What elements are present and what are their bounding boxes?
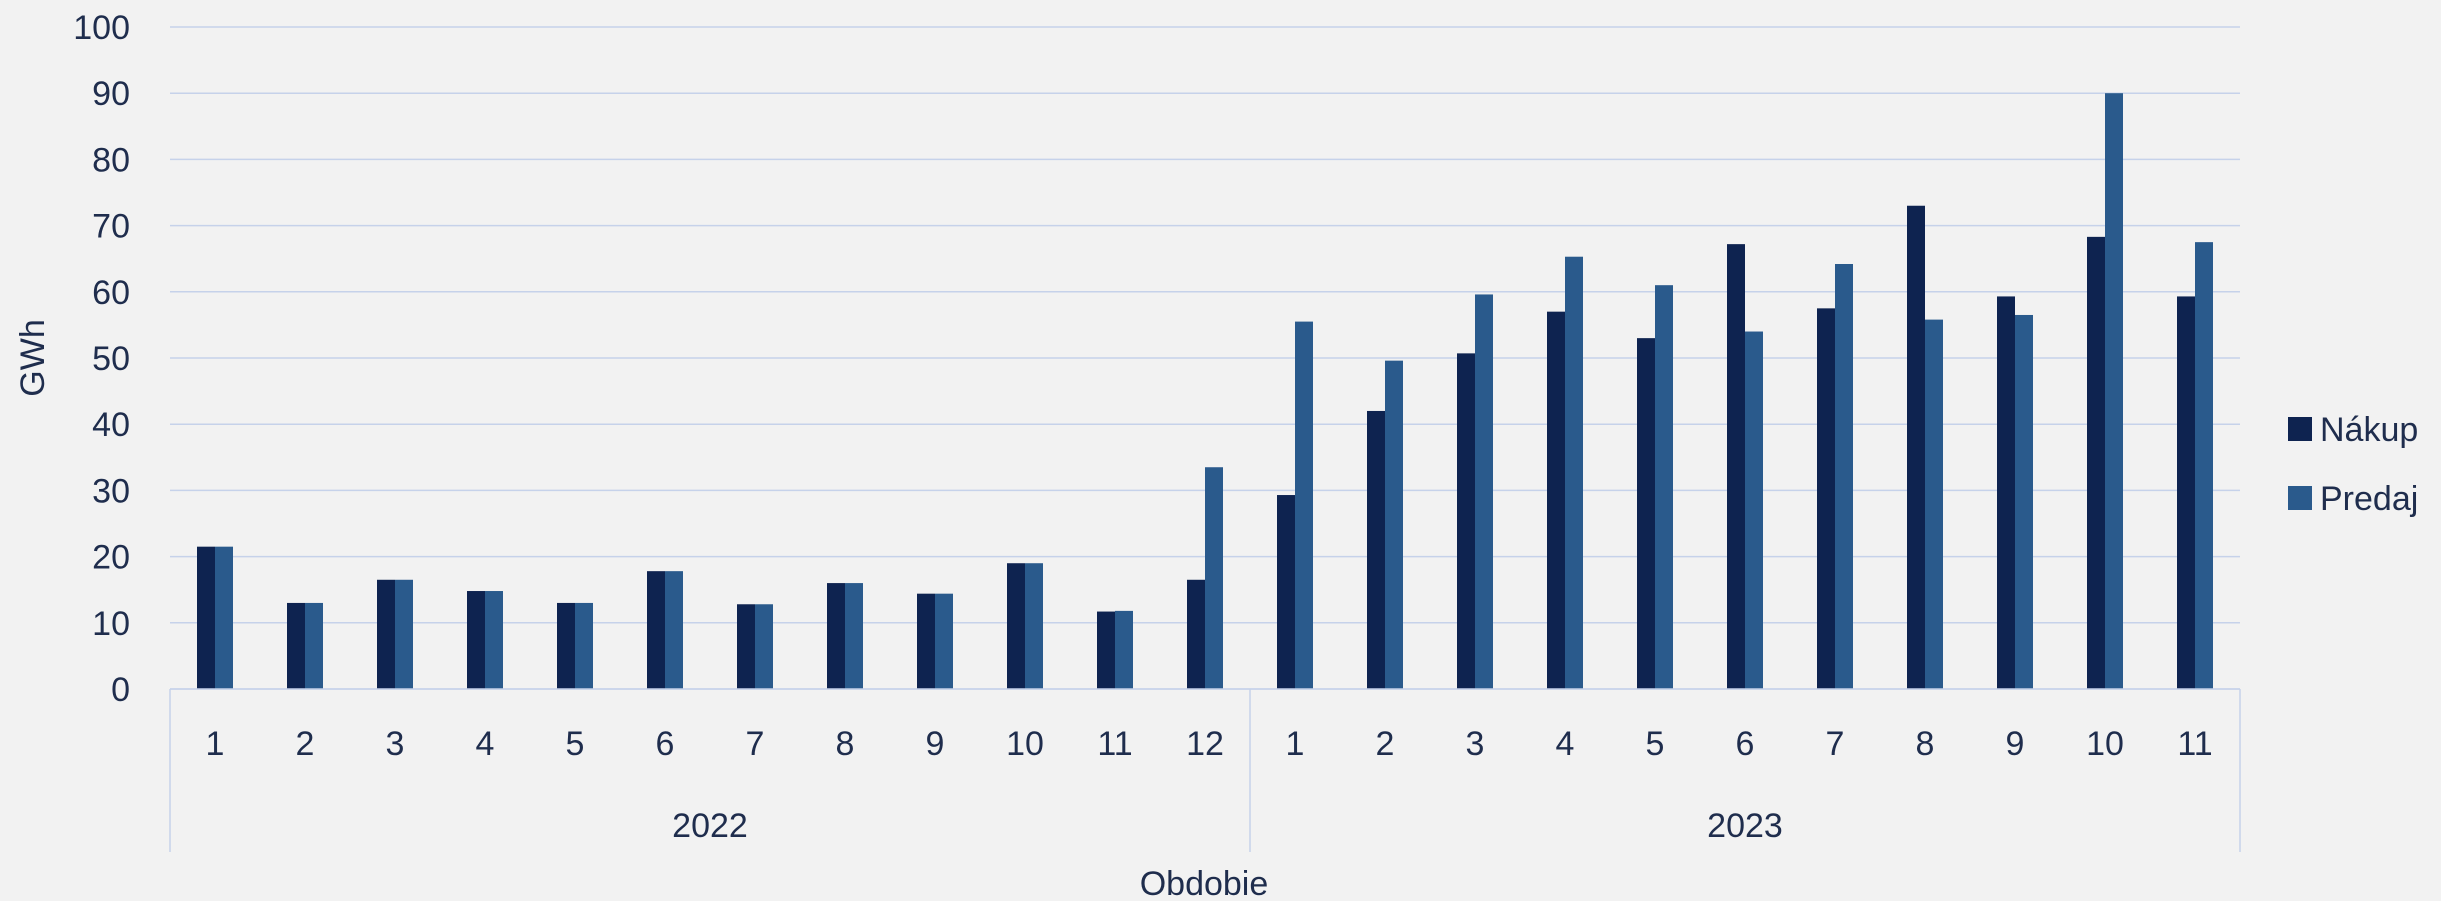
bar-nakup [1187,579,1205,689]
bar-predaj [1925,319,1943,689]
bar-nakup [1727,244,1745,690]
bar-nakup [1097,611,1115,689]
bar-predaj [1205,467,1223,689]
bar-predaj [485,591,503,689]
bar-nakup [647,571,665,689]
y-tick-label: 50 [92,340,130,378]
y-tick-label: 10 [92,605,130,643]
x-tick-label: 2 [1376,725,1395,763]
x-tick-label: 10 [1006,725,1044,763]
bar-predaj [935,593,953,689]
x-tick-label: 5 [1646,725,1665,763]
y-tick-label: 60 [92,274,130,312]
bar-nakup [467,591,485,689]
bar-predaj [1475,294,1493,689]
bar-predaj [1025,563,1043,689]
bar-predaj [665,571,683,689]
x-tick-label: 11 [2177,725,2212,763]
bar-predaj [1565,256,1583,689]
y-tick-label: 0 [111,671,130,709]
x-axis-title: Obdobie [1140,865,1269,901]
bar-nakup [1817,308,1835,689]
legend-swatch [2288,486,2312,510]
bar-nakup [287,602,305,689]
bar-nakup [1547,311,1565,689]
x-tick-label: 7 [1826,725,1845,763]
bar-predaj [575,602,593,689]
x-tick-label: 6 [1736,725,1755,763]
bar-nakup [737,604,755,689]
bar-nakup [1907,205,1925,690]
x-group-label: 2022 [672,807,748,845]
y-tick-label: 30 [92,472,130,510]
legend-swatch [2288,417,2312,441]
x-tick-label: 2 [296,725,315,763]
x-tick-label: 3 [1466,725,1485,763]
bar-predaj [305,602,323,689]
x-tick-label: 1 [206,725,225,763]
y-tick-label: 70 [92,208,130,246]
bar-nakup [827,583,845,689]
x-tick-label: 12 [1186,725,1224,763]
legend-label: Predaj [2320,480,2418,518]
x-tick-label: 4 [476,725,495,763]
bar-nakup [1997,296,2015,689]
bar-predaj [2195,242,2213,689]
x-tick-label: 6 [656,725,675,763]
x-tick-label: 10 [2086,725,2124,763]
bar-predaj [1115,610,1133,689]
bar-nakup [2087,236,2105,689]
y-tick-label: 20 [92,539,130,577]
bar-predaj [1835,263,1853,689]
bars [197,93,2213,690]
bar-predaj [2105,93,2123,689]
x-tick-label: 1 [1286,725,1305,763]
x-group-label: 2023 [1707,807,1783,845]
bar-nakup [2177,296,2195,689]
x-tick-label: 8 [1916,725,1935,763]
bar-predaj [845,583,863,689]
bar-predaj [1745,331,1763,689]
bar-predaj [1385,360,1403,689]
x-tick-label: 5 [566,725,585,763]
x-tick-label: 9 [926,725,945,763]
y-tick-label: 100 [73,9,130,47]
gridlines [170,26,2240,690]
bar-nakup [1457,353,1475,689]
legend-label: Nákup [2320,411,2418,449]
bar-nakup [1277,495,1295,689]
bar-nakup [377,579,395,689]
y-tick-label: 40 [92,406,130,444]
x-tick-label: 7 [746,725,765,763]
bar-predaj [215,546,233,689]
bar-predaj [395,579,413,689]
bar-predaj [1295,321,1313,689]
bar-nakup [557,602,575,689]
bar-nakup [917,593,935,689]
bar-nakup [1637,338,1655,689]
bar-nakup [1007,563,1025,689]
legend: Nákup Predaj [2288,411,2418,518]
bar-predaj [755,604,773,689]
x-tick-label: 4 [1556,725,1575,763]
x-tick-label: 11 [1097,725,1132,763]
x-tick-label: 9 [2006,725,2025,763]
x-tick-label: 3 [386,725,405,763]
bar-nakup [1367,410,1385,689]
y-axis-title: GWh [14,319,52,396]
y-axis: 0 10 20 30 40 50 60 70 80 90 100 [73,9,130,709]
y-tick-label: 80 [92,141,130,179]
y-tick-label: 90 [92,75,130,113]
bar-nakup [197,546,215,689]
bar-predaj [1655,285,1673,689]
bar-predaj [2015,314,2033,689]
x-tick-label: 8 [836,725,855,763]
